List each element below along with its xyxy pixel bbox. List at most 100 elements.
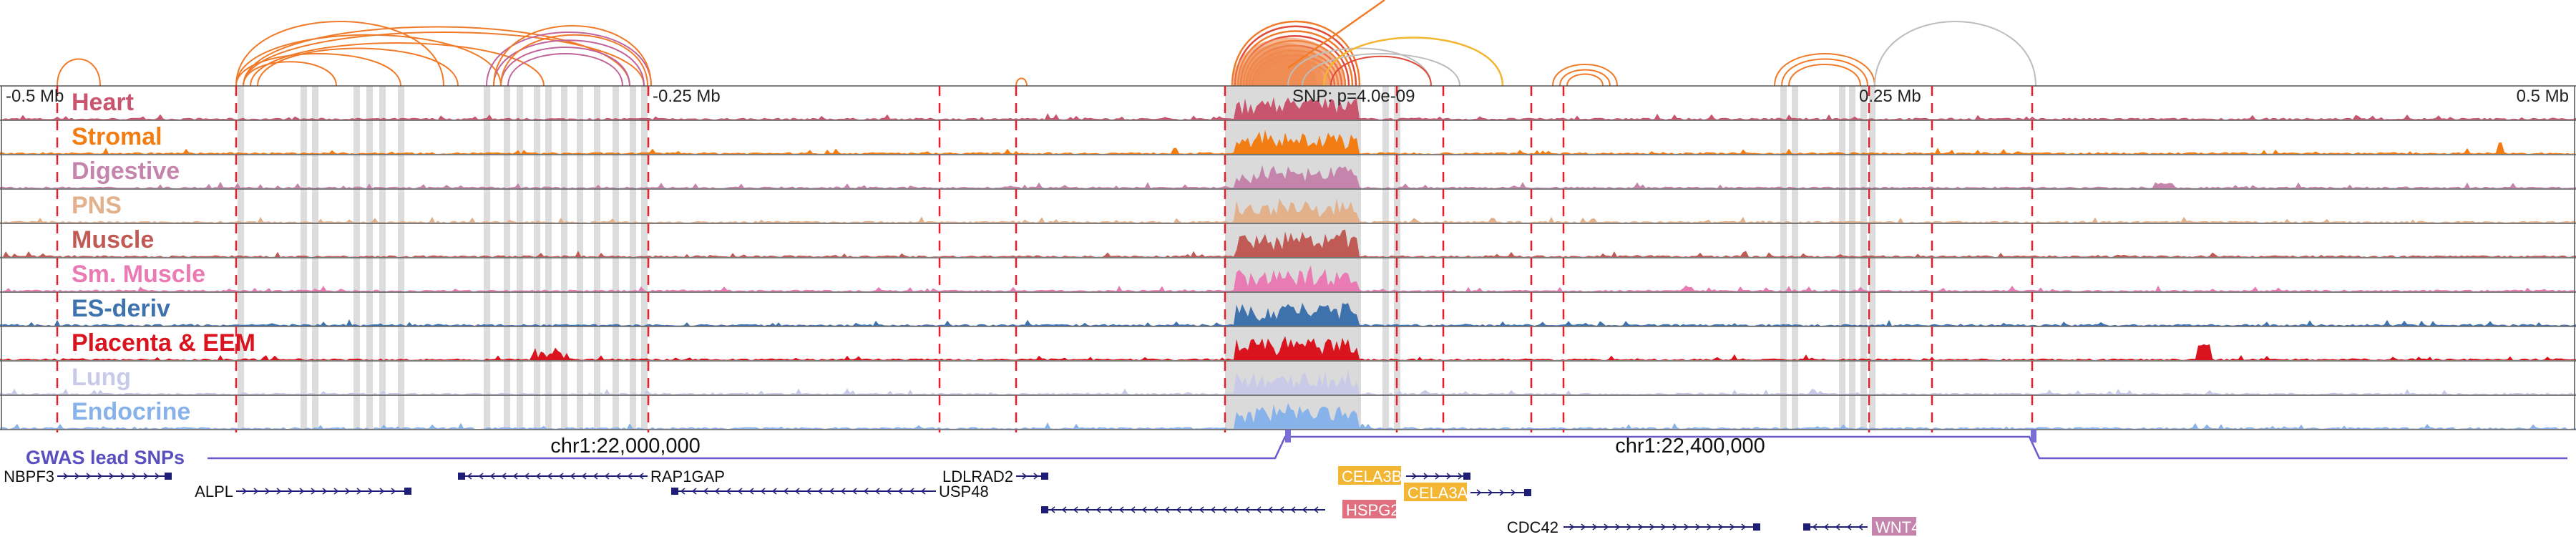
strand-arrow [1684, 523, 1689, 531]
gene-exon [404, 488, 411, 495]
strand-arrow [1615, 523, 1621, 531]
track-label-endocrine: Endocrine [72, 398, 190, 425]
chromatin-loop-arc [1287, 47, 1432, 87]
strand-arrow [604, 473, 610, 480]
strand-arrow [1672, 523, 1678, 531]
strand-arrow [1446, 473, 1452, 480]
strand-arrow [501, 473, 507, 480]
strand-arrow [467, 473, 472, 480]
chromatin-loop-arc [57, 58, 101, 87]
strand-arrow [1846, 523, 1852, 531]
gene-label: RAP1GAP [650, 468, 725, 485]
chromatin-loop-arc [1287, 0, 1385, 69]
track-label-sm-muscle: Sm. Muscle [72, 261, 205, 288]
strand-arrow [356, 488, 362, 495]
gene-label: USP48 [939, 483, 989, 500]
strand-arrow [691, 488, 697, 495]
chromatin-loop-arc [1322, 37, 1504, 87]
strand-arrow [1718, 523, 1724, 531]
chromatin-loop-arc [1874, 21, 2036, 87]
strand-arrow [1141, 506, 1147, 513]
gene-label: NBPF3 [4, 468, 54, 485]
strand-arrow [680, 488, 686, 495]
strand-arrow [558, 473, 564, 480]
strand-arrow [703, 488, 708, 495]
strand-arrow [1022, 473, 1028, 480]
gene-cela3a: CELA3A [1404, 483, 1531, 502]
track-label-muscle: Muscle [72, 226, 154, 253]
strand-arrow [368, 488, 374, 495]
strand-arrow [1435, 473, 1440, 480]
gene-rap1gap: RAP1GAP [458, 468, 725, 485]
strand-arrow [299, 488, 305, 495]
coordinate-label-right: chr1:22,400,000 [1615, 435, 1765, 458]
strand-arrow [897, 488, 903, 495]
chromatin-loop-arc [243, 61, 337, 87]
strand-arrow [1118, 506, 1124, 513]
gene-exon [1524, 489, 1531, 496]
strand-arrow [345, 488, 351, 495]
strand-arrow [1033, 473, 1039, 480]
gene-ldlrad2: LDLRAD2 [942, 468, 1048, 485]
dashed-marker-lines [56, 86, 2034, 432]
strand-arrow [920, 488, 926, 495]
gene-exon [1463, 473, 1470, 480]
strand-arrow [1233, 506, 1239, 513]
strand-arrow [1626, 523, 1632, 531]
strand-arrow [1476, 489, 1482, 496]
gene-exon [1041, 506, 1048, 513]
scale-label-minus-0-5-mb: -0.5 Mb [6, 87, 64, 106]
track-label-digestive: Digestive [72, 158, 180, 185]
track-label-es-deriv: ES-deriv [72, 295, 170, 322]
chromatin-loop-arc [486, 32, 652, 87]
gene-cela3b: CELA3B [1338, 466, 1470, 485]
signal-area-placenta-eem [0, 336, 2576, 360]
gene-exon [1803, 523, 1810, 531]
strand-arrow [535, 473, 541, 480]
gwas-lead-snps-track: GWAS lead SNPs chr1:22,000,000 chr1:22,4… [26, 430, 2567, 468]
strand-arrow [86, 473, 92, 480]
strand-arrow [74, 473, 80, 480]
strand-arrow [1061, 506, 1067, 513]
strand-arrow [1823, 523, 1829, 531]
gwas-label: GWAS lead SNPs [26, 447, 185, 468]
signal-area-stromal [0, 130, 2576, 154]
strand-arrow [265, 488, 270, 495]
gene-wnt4: WNT4 [1803, 517, 1920, 536]
gene-label-box [1338, 466, 1401, 485]
strand-arrow [1458, 473, 1463, 480]
strand-arrow [1199, 506, 1204, 513]
chromatin-loop-arc [1781, 58, 1868, 87]
strand-arrow [322, 488, 328, 495]
chromatin-loop-arc [493, 39, 645, 87]
strand-arrow [97, 473, 103, 480]
strand-arrow [760, 488, 766, 495]
gene-exon [671, 488, 678, 495]
gwas-lead-snp-marker [2031, 430, 2036, 442]
signal-area-sm-muscle [0, 265, 2576, 291]
strand-arrow [1210, 506, 1216, 513]
strand-arrow [1695, 523, 1701, 531]
strand-arrow [478, 473, 484, 480]
signal-area-es-deriv [0, 303, 2576, 326]
strand-arrow [1107, 506, 1113, 513]
strand-arrow [726, 488, 731, 495]
gene-label: CDC42 [1507, 518, 1558, 536]
strand-arrow [311, 488, 316, 495]
gene-label: HSPG2 [1346, 501, 1400, 519]
strand-arrow [1256, 506, 1262, 513]
track-muscle [0, 223, 2576, 257]
gene-label: WNT4 [1875, 518, 1920, 536]
chromatin-loop-arc [1330, 55, 1432, 87]
strand-arrow [1176, 506, 1181, 513]
strand-arrow [1707, 523, 1712, 531]
strand-arrow [1729, 523, 1735, 531]
gene-exon [1041, 473, 1048, 480]
strand-arrow [1604, 523, 1609, 531]
strand-arrow [1661, 523, 1667, 531]
signal-area-pns [0, 198, 2576, 223]
strand-arrow [886, 488, 892, 495]
track-heart [0, 85, 2576, 120]
strand-arrow [1313, 506, 1319, 513]
